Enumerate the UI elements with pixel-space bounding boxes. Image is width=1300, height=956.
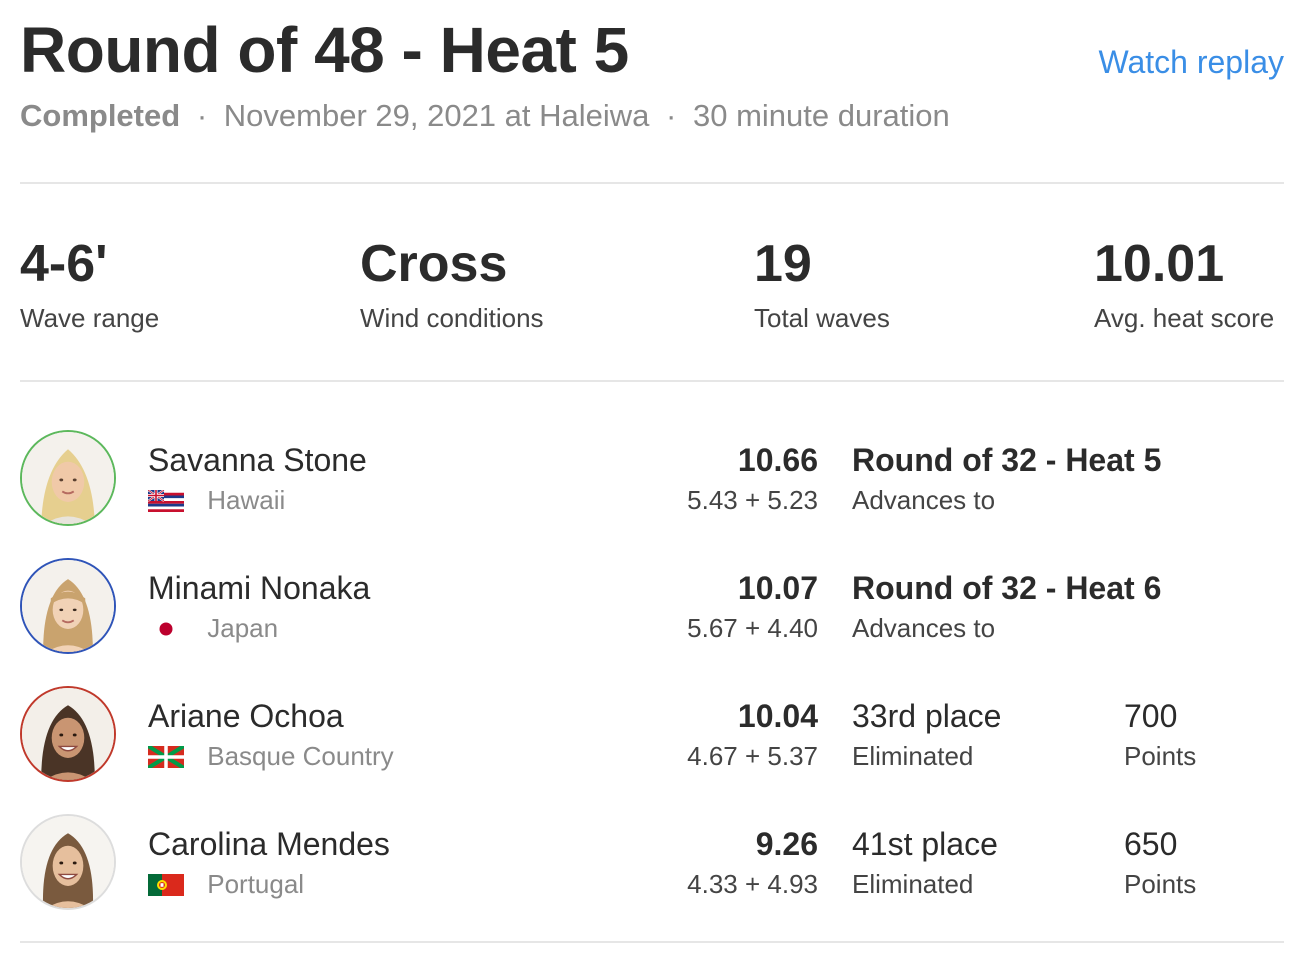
wave-scores: 4.67 + 5.37 <box>687 741 818 771</box>
avatar[interactable] <box>20 558 116 654</box>
final-place: 33rd place <box>852 698 1002 734</box>
stat-wave-range: 4-6' Wave range <box>20 232 159 338</box>
points-label: Points <box>1124 869 1197 899</box>
heat-stats: 4-6' Wave range Cross Wind conditions 19… <box>20 232 1284 342</box>
avatar[interactable] <box>20 686 116 782</box>
athlete-row[interactable]: Minami Nonaka Japan 10.07 5.67 + 4.40 Ro… <box>20 552 1284 654</box>
stat-total-waves: 19 Total waves <box>754 232 890 338</box>
points-value: 650 <box>1124 826 1178 862</box>
wave-scores: 5.43 + 5.23 <box>687 485 818 515</box>
athlete-row[interactable]: Ariane Ochoa Basque Country 10.04 4.67 +… <box>20 680 1284 782</box>
heat-meta: Completed · November 29, 2021 at Haleiwa… <box>20 96 950 136</box>
next-heat-link[interactable]: Round of 32 - Heat 5 <box>852 442 1162 478</box>
stat-wind-conditions: Cross Wind conditions <box>360 232 544 338</box>
athlete-row[interactable]: Savanna Stone <box>20 424 1284 526</box>
athlete-name[interactable]: Minami Nonaka <box>148 570 371 606</box>
stat-label: Total waves <box>754 303 890 333</box>
athlete-country: Japan <box>148 610 278 646</box>
athlete-name[interactable]: Carolina Mendes <box>148 826 390 862</box>
athlete-country: Hawaii <box>148 482 285 518</box>
heat-score: 10.66 <box>737 442 818 478</box>
portugal-flag-icon <box>148 874 184 896</box>
japan-flag-icon <box>148 618 184 640</box>
divider <box>20 182 1284 184</box>
result-status: Advances to <box>852 485 996 515</box>
next-heat-link[interactable]: Round of 32 - Heat 6 <box>852 570 1162 606</box>
wave-scores: 4.33 + 4.93 <box>687 869 818 899</box>
avatar-icon <box>22 816 114 908</box>
duration: 30 minute duration <box>692 98 950 133</box>
final-place: 41st place <box>852 826 998 862</box>
watch-replay-link[interactable]: Watch replay <box>1098 44 1284 80</box>
wave-scores: 5.67 + 4.40 <box>687 613 818 643</box>
stat-value: 10.01 <box>1094 235 1225 293</box>
page-title: Round of 48 - Heat 5 <box>20 14 629 86</box>
heat-header: Round of 48 - Heat 5 Watch replay Comple… <box>20 14 1284 144</box>
points-label: Points <box>1124 741 1197 771</box>
stat-label: Avg. heat score <box>1094 303 1275 333</box>
stat-label: Wave range <box>20 303 160 333</box>
points-value: 700 <box>1124 698 1178 734</box>
heat-score: 10.07 <box>737 570 818 606</box>
stat-value: 19 <box>754 235 812 293</box>
athlete-country: Portugal <box>148 866 304 902</box>
avatar-icon <box>22 688 114 780</box>
hawaii-flag-icon <box>148 490 184 512</box>
result-status: Eliminated <box>852 741 974 771</box>
avatar[interactable] <box>20 814 116 910</box>
result-status: Advances to <box>852 613 996 643</box>
athlete-name[interactable]: Savanna Stone <box>148 442 367 478</box>
date-location: November 29, 2021 at Haleiwa <box>223 98 650 133</box>
separator-dot: · <box>666 98 677 133</box>
separator-dot: · <box>196 98 208 133</box>
stat-value: Cross <box>360 235 508 293</box>
avatar[interactable] <box>20 430 116 526</box>
athlete-name[interactable]: Ariane Ochoa <box>148 698 344 734</box>
heat-score: 9.26 <box>755 826 818 862</box>
country-label: Portugal <box>207 869 305 899</box>
stat-label: Wind conditions <box>360 303 544 333</box>
status-label: Completed <box>20 98 181 133</box>
country-label: Japan <box>207 613 279 643</box>
stat-avg-heat-score: 10.01 Avg. heat score <box>1094 232 1274 338</box>
heat-score: 10.04 <box>737 698 818 734</box>
divider <box>20 380 1284 382</box>
avatar-icon <box>22 432 114 524</box>
athlete-country: Basque Country <box>148 738 394 774</box>
avatar-icon <box>22 560 114 652</box>
country-label: Hawaii <box>207 485 286 515</box>
country-label: Basque Country <box>207 741 394 771</box>
result-status: Eliminated <box>852 869 974 899</box>
stat-value: 4-6' <box>20 235 108 293</box>
basque-flag-icon <box>148 746 184 768</box>
divider <box>20 941 1284 943</box>
athlete-row[interactable]: Carolina Mendes Portugal 9.26 4.33 + 4.9… <box>20 808 1284 910</box>
